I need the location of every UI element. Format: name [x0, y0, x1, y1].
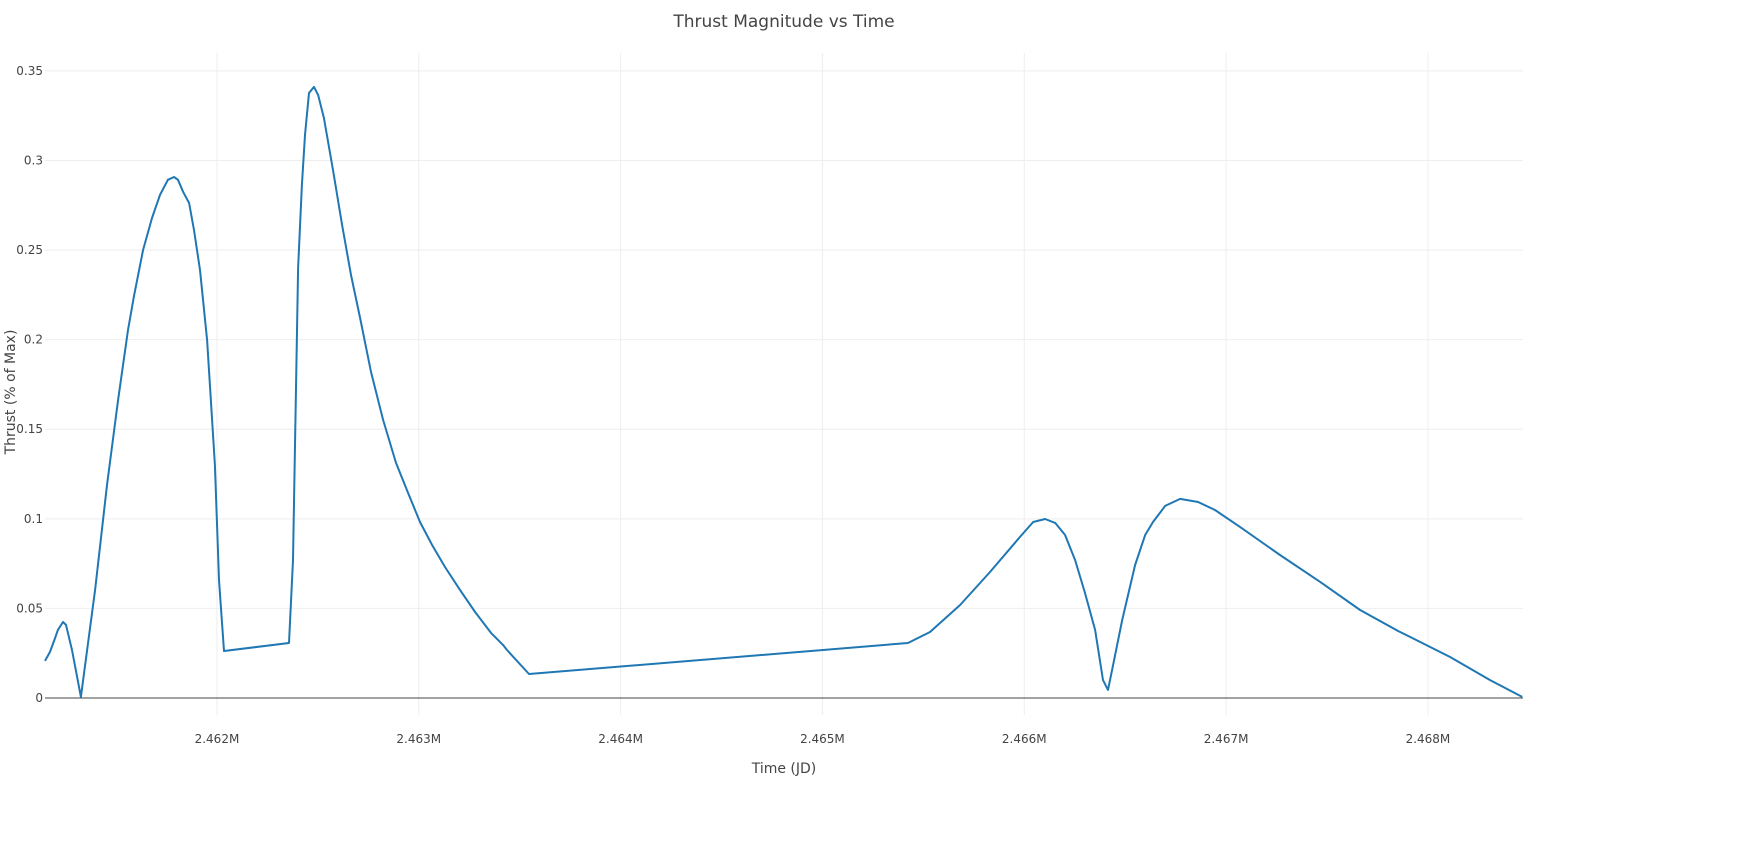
- chart-title: Thrust Magnitude vs Time: [672, 12, 894, 32]
- y-tick-label: 0.25: [16, 243, 43, 257]
- x-tick-label: 2.465M: [800, 732, 845, 746]
- plot-area[interactable]: [44, 85, 1523, 698]
- y-axis: 0 0.05 0.1 0.15 0.2 0.25 0.3 0.35: [16, 64, 43, 705]
- y-tick-label: 0.05: [16, 601, 43, 615]
- grid: [45, 53, 1523, 715]
- y-tick-label: 0: [35, 691, 43, 705]
- y-axis-label: Thrust (% of Max): [3, 330, 19, 456]
- x-tick-label: 2.467M: [1204, 732, 1249, 746]
- y-tick-label: 0.15: [16, 422, 43, 436]
- x-tick-label: 2.463M: [396, 732, 441, 746]
- x-tick-label: 2.468M: [1406, 732, 1451, 746]
- y-tick-label: 0.1: [24, 512, 43, 526]
- x-axis: 2.462M 2.463M 2.464M 2.465M 2.466M 2.467M 2.46…: [195, 732, 1451, 746]
- x-tick-label: 2.464M: [598, 732, 643, 746]
- y-tick-label: 0.3: [24, 153, 43, 167]
- x-tick-label: 2.462M: [195, 732, 240, 746]
- thrust-series-line[interactable]: [44, 85, 1523, 698]
- x-axis-label: Time (JD): [751, 761, 817, 777]
- y-tick-label: 0.35: [16, 64, 43, 78]
- y-tick-label: 0.2: [24, 333, 43, 347]
- x-tick-label: 2.466M: [1002, 732, 1047, 746]
